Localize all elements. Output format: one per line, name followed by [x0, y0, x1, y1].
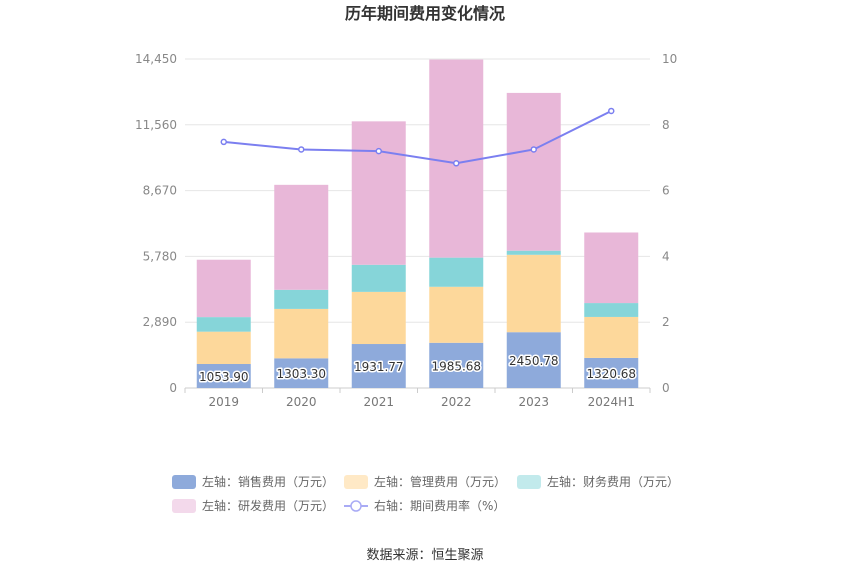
bar-data-label: 1320.68: [586, 367, 636, 381]
x-tick-label: 2024H1: [588, 395, 635, 409]
legend-label: 左轴：销售费用（万元）: [202, 474, 334, 489]
source-text: 数据来源：恒生聚源: [366, 548, 483, 563]
rate-line: [220, 107, 615, 167]
legend-label: 右轴：期间费用率（%）: [374, 498, 505, 513]
bar-segment-1: [351, 291, 406, 345]
bar-segment-3: [196, 259, 251, 318]
legend-item[interactable]: 右轴：期间费用率（%）: [344, 498, 505, 513]
x-tick-label: 2020: [286, 395, 317, 409]
left-tick-label: 0: [169, 381, 177, 395]
left-tick-label: 2,890: [143, 315, 177, 329]
bar-segment-2: [584, 303, 639, 317]
x-tick-label: 2021: [363, 395, 394, 409]
bar-segment-3: [351, 121, 406, 265]
bar-data-label: 1931.77: [354, 360, 404, 374]
x-tick-label: 2023: [518, 395, 549, 409]
rate-point: [530, 146, 537, 153]
right-tick-label: 2: [662, 315, 670, 329]
right-tick-label: 4: [662, 249, 670, 263]
bars: [196, 59, 639, 388]
bar-segment-3: [506, 92, 561, 251]
bar-segment-1: [584, 316, 639, 358]
bar-segment-0: [584, 357, 639, 388]
bar-segment-0: [196, 364, 251, 388]
bar-segment-0: [506, 332, 561, 388]
legend-label: 左轴：研发费用（万元）: [202, 498, 334, 513]
legend-swatch: [344, 475, 368, 489]
bar-segment-2: [506, 250, 561, 255]
bar-data-label: 1985.68: [431, 359, 481, 373]
bar-segment-2: [351, 264, 406, 292]
left-tick-label: 5,780: [143, 249, 177, 263]
rate-point: [298, 146, 305, 153]
left-axis: 0 2,890 5,780 8,670 11,560 14,450: [135, 52, 177, 395]
x-axis: 2019 2020 2021 2022 2023 2024H1: [184, 388, 651, 409]
left-tick-label: 8,670: [143, 184, 177, 198]
bar-segment-2: [196, 317, 251, 332]
bar-segment-0: [351, 344, 406, 388]
bar-segment-3: [429, 59, 484, 258]
bar-segment-1: [196, 331, 251, 365]
bar-labels: 1053.90 1303.30 1931.77 1985.68 2450.78 1320.…: [197, 353, 637, 386]
legend-swatch: [172, 475, 196, 489]
bar-data-label: 2450.78: [509, 354, 559, 368]
legend: 左轴：销售费用（万元） 左轴：管理费用（万元） 左轴：财务费用（万元） 左轴：研发费用…: [172, 474, 679, 513]
legend-swatch: [350, 500, 362, 512]
right-tick-label: 10: [662, 52, 677, 66]
chart-title: 历年期间费用变化情况: [345, 4, 505, 23]
left-tick-label: 11,560: [135, 118, 177, 132]
legend-swatch: [172, 499, 196, 513]
bar-data-label: 1053.90: [199, 370, 249, 384]
legend-item[interactable]: 左轴：管理费用（万元）: [344, 474, 506, 489]
right-tick-label: 6: [662, 184, 670, 198]
right-tick-label: 8: [662, 118, 670, 132]
legend-item[interactable]: 左轴：研发费用（万元）: [172, 498, 334, 513]
legend-label: 左轴：财务费用（万元）: [547, 474, 679, 489]
grid: [185, 58, 650, 389]
legend-swatch: [517, 475, 541, 489]
bar-data-label: 1303.30: [276, 367, 326, 381]
legend-item[interactable]: 左轴：销售费用（万元）: [172, 474, 334, 489]
bar-segment-3: [274, 184, 329, 290]
bar-segment-1: [429, 286, 484, 343]
left-tick-label: 14,450: [135, 52, 177, 66]
right-axis: 0 2 4 6 8 10: [662, 52, 677, 395]
legend-item[interactable]: 左轴：财务费用（万元）: [517, 474, 679, 489]
rate-point: [220, 138, 227, 146]
legend-label: 左轴：管理费用（万元）: [374, 474, 506, 489]
right-tick-label: 0: [662, 381, 670, 395]
bar-segment-2: [274, 289, 329, 309]
rate-point: [375, 147, 382, 155]
rate-point: [608, 107, 615, 115]
rate-point: [453, 160, 460, 167]
bar-segment-1: [506, 254, 561, 333]
bar-segment-3: [584, 232, 639, 304]
rate-line-path: [223, 110, 612, 165]
bar-segment-2: [429, 257, 484, 287]
x-tick-label: 2019: [208, 395, 239, 409]
bar-segment-0: [429, 342, 484, 388]
x-tick-label: 2022: [441, 395, 472, 409]
bar-segment-0: [274, 358, 329, 388]
bar-segment-1: [274, 308, 329, 359]
